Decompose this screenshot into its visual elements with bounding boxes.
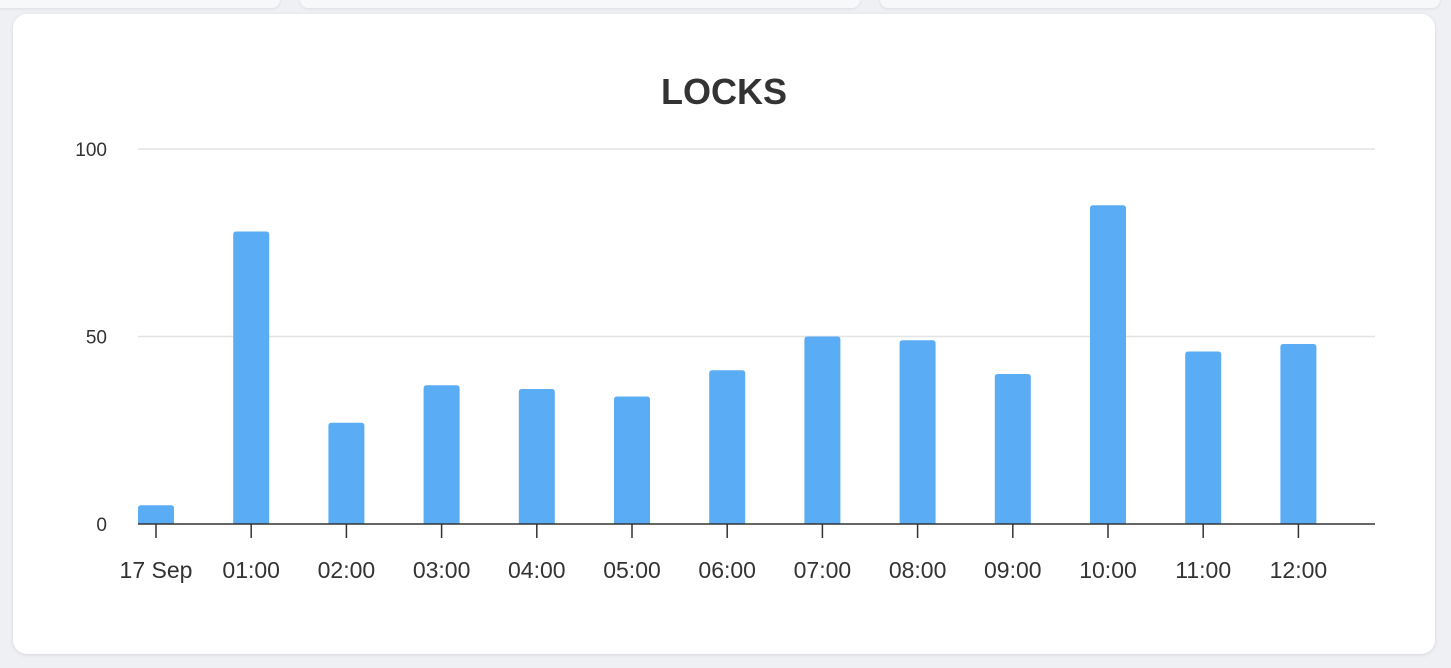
background-card xyxy=(880,0,1440,8)
locks-chart: LOCKS 0 50 100 17 Sep 01:00 02:00 03:00 04:00 0… xyxy=(75,71,1375,583)
bar[interactable] xyxy=(804,336,841,525)
x-tick-label: 08:00 xyxy=(889,557,947,583)
bar[interactable] xyxy=(1090,205,1126,524)
x-tick-label: 07:00 xyxy=(794,557,852,583)
y-axis-ticks: 0 50 100 xyxy=(75,140,107,536)
x-axis: 17 Sep 01:00 02:00 03:00 04:00 05:00 06:00 07:0… xyxy=(120,523,1375,583)
x-tick-label: 02:00 xyxy=(318,557,376,583)
bar[interactable] xyxy=(709,370,746,524)
bar[interactable] xyxy=(233,231,270,525)
x-tick-label: 11:00 xyxy=(1175,557,1231,583)
bar[interactable] xyxy=(423,385,460,524)
y-tick-label: 100 xyxy=(75,140,107,161)
background-card xyxy=(0,0,280,8)
bar[interactable] xyxy=(899,340,936,524)
bar[interactable] xyxy=(1185,351,1222,525)
x-tick-label: 09:00 xyxy=(984,557,1042,583)
x-tick-label: 10:00 xyxy=(1079,557,1137,583)
x-tick-label: 17 Sep xyxy=(120,557,193,583)
chart-title: LOCKS xyxy=(661,71,787,112)
bar[interactable] xyxy=(1280,344,1317,524)
x-tick-label: 04:00 xyxy=(508,557,566,583)
bar[interactable] xyxy=(138,505,174,524)
bar[interactable] xyxy=(994,374,1031,524)
x-tick-label: 03:00 xyxy=(413,557,471,583)
chart-card: LOCKS 0 50 100 17 Sep 01:00 02:00 03:00 04:00 0… xyxy=(13,14,1435,654)
gridlines xyxy=(138,148,1375,338)
background-strip xyxy=(0,0,1451,12)
background-card xyxy=(300,0,860,8)
x-tick-label: 01:00 xyxy=(222,557,280,583)
x-tick-label: 05:00 xyxy=(603,557,661,583)
y-tick-label: 50 xyxy=(86,328,107,349)
bar[interactable] xyxy=(328,422,365,524)
y-tick-label: 0 xyxy=(96,515,107,536)
bar[interactable] xyxy=(518,389,555,524)
x-tick-label: 06:00 xyxy=(698,557,756,583)
bar[interactable] xyxy=(614,396,650,525)
x-tick-label: 12:00 xyxy=(1270,557,1328,583)
bars xyxy=(138,205,1317,525)
